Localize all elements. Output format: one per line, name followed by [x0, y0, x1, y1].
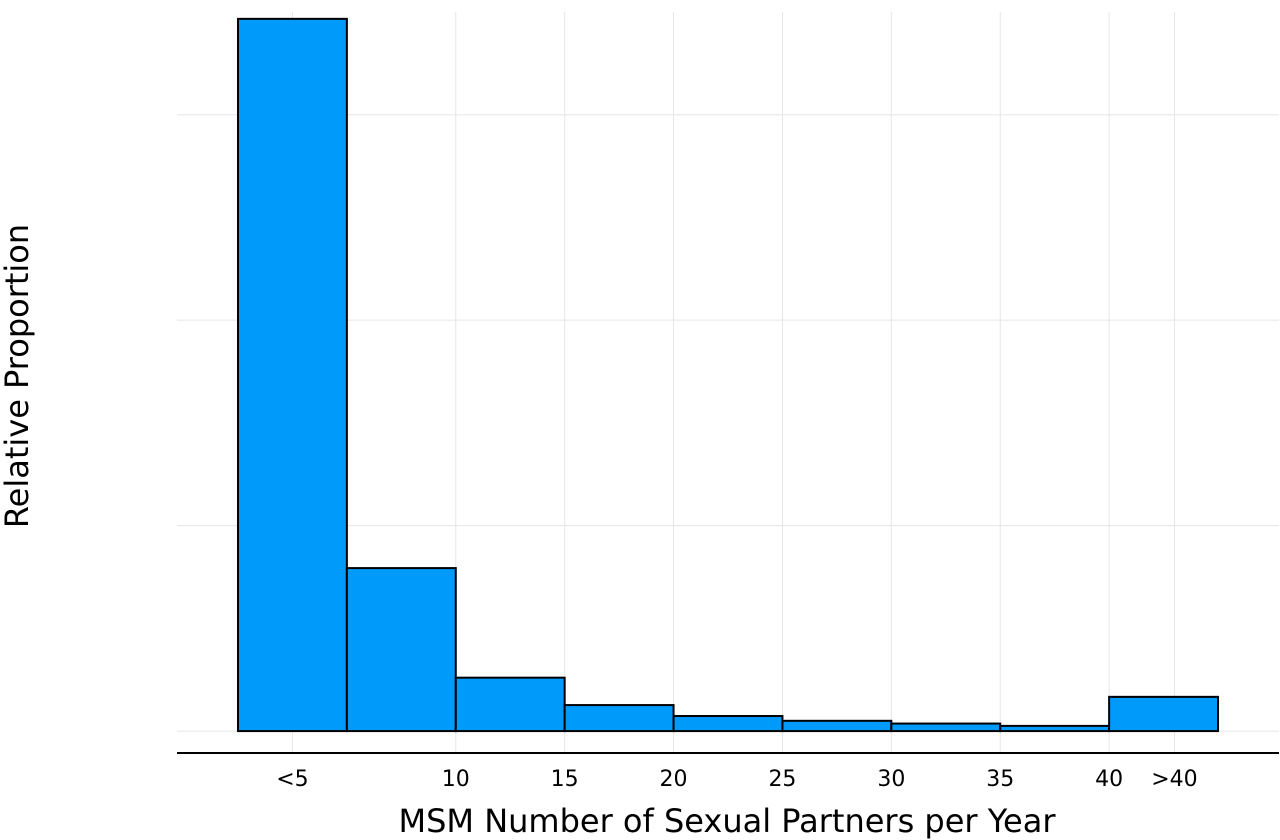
x-tick-label-0: <5	[276, 767, 308, 792]
x-tick-label-4: 25	[768, 767, 796, 792]
x-tick-label-6: 35	[986, 767, 1014, 792]
x-tick-label-8: >40	[1151, 767, 1197, 792]
histogram-bar-7	[999, 724, 1111, 733]
x-tick-label-5: 30	[877, 767, 905, 792]
bars	[236, 17, 1220, 733]
histogram-bar-8	[1108, 695, 1220, 733]
x-tick-label-2: 15	[551, 767, 579, 792]
x-tick-label-7: 40	[1095, 767, 1123, 792]
x-tick-label-3: 20	[660, 767, 688, 792]
histogram-bar-4	[672, 715, 784, 733]
histogram-bar-5	[781, 719, 893, 733]
histogram-bar-0	[236, 17, 348, 733]
y-axis-title: Relative Proportion	[0, 224, 36, 528]
histogram-bar-1	[345, 567, 457, 733]
x-tick-label-1: 10	[442, 767, 470, 792]
histogram-bar-6	[890, 722, 1002, 733]
x-axis-title: MSM Number of Sexual Partners per Year	[399, 802, 1057, 840]
histogram-bar-3	[563, 704, 675, 733]
x-tick-labels: <5 10 15 20 25 30 35 40 >40	[276, 767, 1197, 792]
histogram-bar-2	[454, 676, 566, 733]
